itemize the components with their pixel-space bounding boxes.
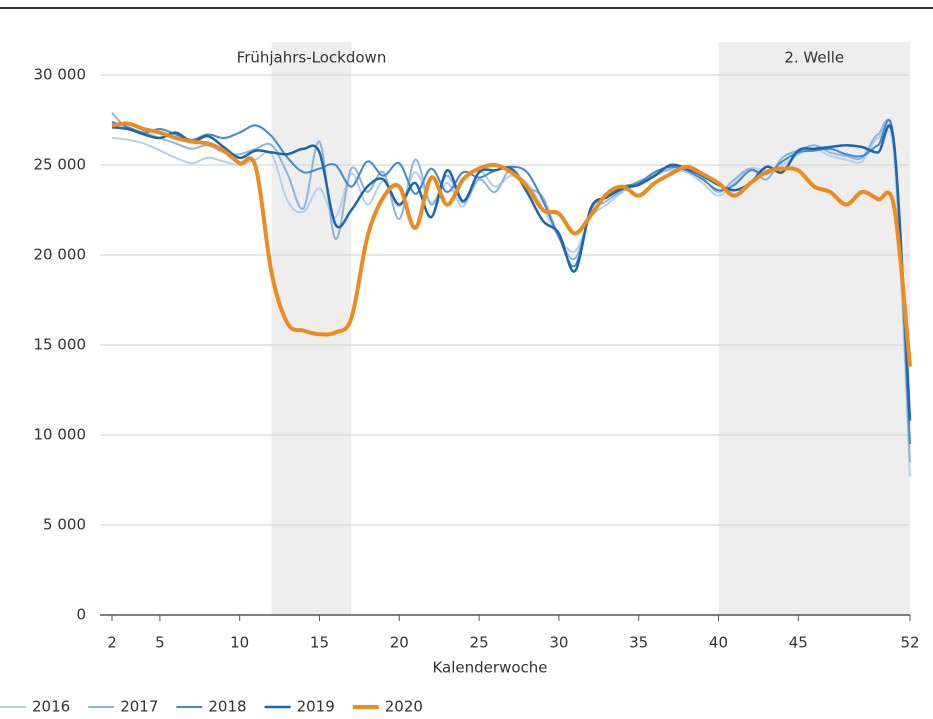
y-tick-label: 20 000 (34, 246, 87, 264)
legend-label: 2018 (208, 698, 246, 716)
y-tick-label: 0 (76, 606, 86, 624)
legend-label: 2016 (32, 698, 70, 716)
x-axis-label: Kalenderwoche (432, 659, 547, 677)
legend-label: 2017 (120, 698, 158, 716)
x-tick-label: 10 (230, 634, 249, 652)
x-tick-label: 25 (470, 634, 489, 652)
x-tick-label: 5 (155, 634, 165, 652)
x-tick-label: 45 (789, 634, 808, 652)
y-tick-label: 25 000 (34, 156, 87, 174)
series-line (111, 121, 912, 367)
x-tick-label: 35 (629, 634, 648, 652)
x-tick-label: 15 (310, 634, 329, 652)
x-tick-label: 30 (549, 634, 568, 652)
legend-label: 2019 (297, 698, 335, 716)
x-tick-label: 20 (390, 634, 409, 652)
band-label: Frühjahrs-Lockdown (237, 49, 387, 67)
x-tick-label: 52 (900, 634, 919, 652)
band (271, 42, 352, 615)
legend: 2016 2017 2018 2019 2020 (0, 698, 423, 716)
y-tick-label: 15 000 (34, 336, 87, 354)
x-tick-label: 40 (709, 634, 728, 652)
y-tick-label: 10 000 (34, 426, 87, 444)
band-label: 2. Welle (784, 49, 844, 67)
lines (111, 112, 912, 477)
y-tick-label: 5 000 (43, 516, 86, 534)
x-tick-label: 2 (107, 634, 117, 652)
bands: Frühjahrs-Lockdown 2. Welle (237, 42, 910, 615)
y-tick-label: 30 000 (34, 66, 87, 84)
legend-label: 2020 (385, 698, 423, 716)
